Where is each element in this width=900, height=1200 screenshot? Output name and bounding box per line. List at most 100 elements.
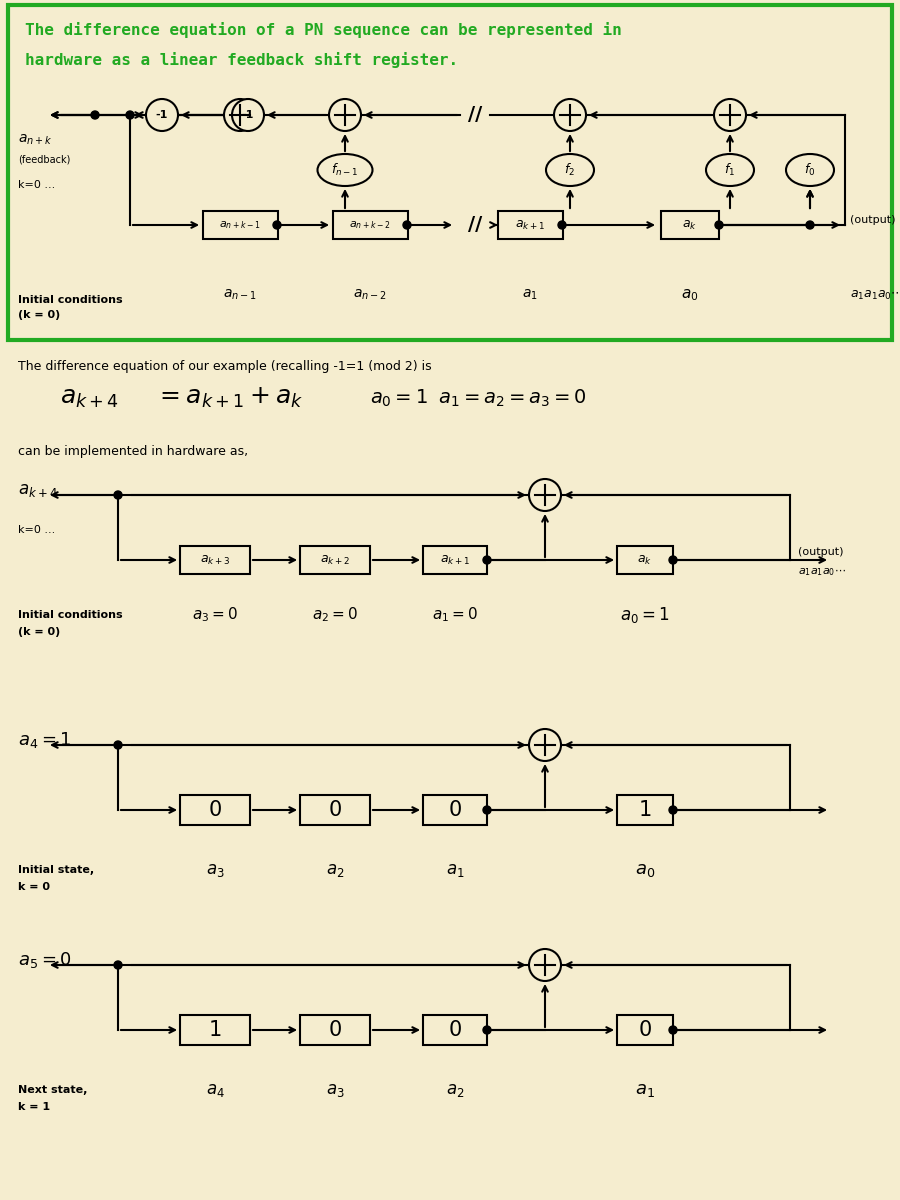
Text: $a_0 = 1$: $a_0 = 1$ xyxy=(620,605,670,625)
Text: $a_{n+k}$: $a_{n+k}$ xyxy=(18,133,52,148)
Text: can be implemented in hardware as,: can be implemented in hardware as, xyxy=(18,445,248,458)
Bar xyxy=(332,211,408,239)
Text: $a_0$: $a_0$ xyxy=(634,862,655,878)
Text: $a_0$: $a_0$ xyxy=(681,287,698,302)
Text: 0: 0 xyxy=(328,800,342,820)
Circle shape xyxy=(483,1026,491,1034)
Text: $a_2 = 0$: $a_2 = 0$ xyxy=(312,606,358,624)
Bar xyxy=(617,546,673,574)
Text: $a_4$: $a_4$ xyxy=(205,1081,224,1099)
Text: $a_{n-2}$: $a_{n-2}$ xyxy=(353,288,387,302)
Circle shape xyxy=(114,961,122,970)
Circle shape xyxy=(669,1026,677,1034)
Bar xyxy=(202,211,277,239)
Text: $a_1$: $a_1$ xyxy=(446,862,464,878)
Text: 0: 0 xyxy=(448,1020,462,1040)
Text: k = 1: k = 1 xyxy=(18,1102,50,1112)
Circle shape xyxy=(714,98,746,131)
Text: $a_{k+1}$: $a_{k+1}$ xyxy=(440,553,470,566)
Text: $f_{n-1}$: $f_{n-1}$ xyxy=(331,162,359,178)
Bar xyxy=(180,546,250,574)
Text: $a_4 = 1$: $a_4 = 1$ xyxy=(18,730,71,750)
Text: 1: 1 xyxy=(638,800,652,820)
Text: k = 0: k = 0 xyxy=(18,882,50,892)
Text: $a_k$: $a_k$ xyxy=(682,218,698,232)
Text: $a_{n+k-1}$: $a_{n+k-1}$ xyxy=(220,220,261,230)
Text: The difference equation of our example (recalling -1=1 (mod 2) is: The difference equation of our example (… xyxy=(18,360,432,373)
Text: $f_0$: $f_0$ xyxy=(805,162,815,178)
Circle shape xyxy=(483,556,491,564)
Text: $f_2$: $f_2$ xyxy=(564,162,575,178)
Text: k=0 ...: k=0 ... xyxy=(18,180,55,190)
Circle shape xyxy=(114,740,122,749)
Text: $a_3 = 0$: $a_3 = 0$ xyxy=(192,606,238,624)
Text: $= a_{k+1} + a_k$: $= a_{k+1} + a_k$ xyxy=(155,386,303,410)
Bar xyxy=(8,5,892,340)
Ellipse shape xyxy=(706,154,754,186)
Text: -1: -1 xyxy=(242,110,254,120)
Text: 0: 0 xyxy=(638,1020,652,1040)
Ellipse shape xyxy=(786,154,834,186)
Circle shape xyxy=(669,556,677,564)
Text: (output): (output) xyxy=(798,547,843,557)
Text: $a_1$: $a_1$ xyxy=(522,288,538,302)
Text: 0: 0 xyxy=(209,800,221,820)
Text: $a_{k+4}$: $a_{k+4}$ xyxy=(60,386,119,410)
Text: 1: 1 xyxy=(209,1020,221,1040)
Circle shape xyxy=(403,221,411,229)
Text: (feedback): (feedback) xyxy=(18,155,70,164)
Text: $a_1 a_1 a_0 \cdots$: $a_1 a_1 a_0 \cdots$ xyxy=(850,288,900,301)
Text: $a_{k+1}$: $a_{k+1}$ xyxy=(515,218,545,232)
Text: (output): (output) xyxy=(850,215,896,226)
Text: $a_{n+k-2}$: $a_{n+k-2}$ xyxy=(349,220,391,230)
Bar xyxy=(617,1015,673,1045)
Text: Initial conditions: Initial conditions xyxy=(18,295,122,305)
Circle shape xyxy=(483,806,491,814)
Text: $a_{k+3}$: $a_{k+3}$ xyxy=(200,553,230,566)
Text: Initial state,: Initial state, xyxy=(18,865,94,875)
Circle shape xyxy=(146,98,178,131)
Bar xyxy=(498,211,562,239)
Text: $f_1$: $f_1$ xyxy=(724,162,735,178)
Ellipse shape xyxy=(546,154,594,186)
Circle shape xyxy=(558,221,566,229)
Text: Next state,: Next state, xyxy=(18,1085,87,1094)
Text: (k = 0): (k = 0) xyxy=(18,626,60,637)
Circle shape xyxy=(529,728,561,761)
Bar xyxy=(661,211,719,239)
Text: $a_0 = 1 \;\; a_1 = a_2 = a_3 = 0$: $a_0 = 1 \;\; a_1 = a_2 = a_3 = 0$ xyxy=(370,388,587,409)
Text: $a_1 = 0$: $a_1 = 0$ xyxy=(432,606,478,624)
Text: $a_1 a_1 a_0 \cdots$: $a_1 a_1 a_0 \cdots$ xyxy=(798,566,846,578)
Circle shape xyxy=(329,98,361,131)
Bar xyxy=(180,794,250,826)
Text: $a_{k+2}$: $a_{k+2}$ xyxy=(320,553,350,566)
Bar xyxy=(423,1015,487,1045)
Text: hardware as a linear feedback shift register.: hardware as a linear feedback shift regi… xyxy=(25,52,458,68)
Text: 0: 0 xyxy=(328,1020,342,1040)
Circle shape xyxy=(114,491,122,499)
Bar xyxy=(300,546,370,574)
Circle shape xyxy=(715,221,723,229)
Circle shape xyxy=(529,479,561,511)
Text: k=0 ...: k=0 ... xyxy=(18,526,55,535)
Circle shape xyxy=(273,221,281,229)
Bar xyxy=(300,794,370,826)
Bar xyxy=(423,546,487,574)
Text: -1: -1 xyxy=(156,110,168,120)
Circle shape xyxy=(126,110,134,119)
Text: $a_2$: $a_2$ xyxy=(446,1081,464,1099)
Text: //: // xyxy=(468,216,482,234)
Text: $a_2$: $a_2$ xyxy=(326,862,344,878)
Bar xyxy=(423,794,487,826)
Text: The difference equation of a PN sequence can be represented in: The difference equation of a PN sequence… xyxy=(25,22,622,38)
Text: $a_3$: $a_3$ xyxy=(326,1081,345,1099)
Text: $a_k$: $a_k$ xyxy=(637,553,652,566)
Circle shape xyxy=(554,98,586,131)
Text: //: // xyxy=(468,106,482,125)
Text: $a_3$: $a_3$ xyxy=(206,862,224,878)
Circle shape xyxy=(806,221,814,229)
Circle shape xyxy=(529,949,561,982)
Text: $a_1$: $a_1$ xyxy=(635,1081,655,1099)
Bar xyxy=(300,1015,370,1045)
Circle shape xyxy=(224,98,256,131)
